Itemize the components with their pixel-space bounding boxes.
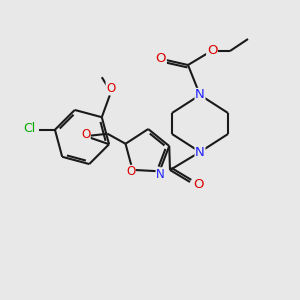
Text: O: O: [81, 128, 90, 141]
Text: N: N: [195, 88, 205, 101]
Text: O: O: [106, 82, 116, 95]
Text: N: N: [195, 146, 205, 158]
Text: O: O: [193, 178, 203, 190]
Text: O: O: [156, 52, 166, 65]
Text: O: O: [207, 44, 217, 58]
Text: O: O: [126, 165, 135, 178]
Text: Cl: Cl: [23, 122, 35, 135]
Text: N: N: [156, 168, 165, 181]
